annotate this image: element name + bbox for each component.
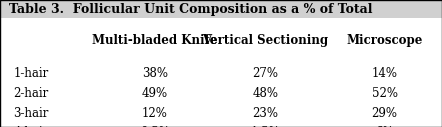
Text: 27%: 27% (252, 67, 278, 80)
Text: Table 3.  Follicular Unit Composition as a % of Total: Table 3. Follicular Unit Composition as … (9, 3, 372, 15)
Text: 52%: 52% (372, 87, 397, 100)
Text: 49%: 49% (141, 87, 168, 100)
Text: 0.5%: 0.5% (140, 126, 170, 127)
Text: 48%: 48% (252, 87, 278, 100)
Text: 6%: 6% (375, 126, 394, 127)
Text: 3-hair: 3-hair (13, 107, 49, 120)
Text: 38%: 38% (142, 67, 168, 80)
Text: Vertical Sectioning: Vertical Sectioning (202, 34, 328, 47)
Text: 29%: 29% (372, 107, 397, 120)
Text: Microscope: Microscope (347, 34, 423, 47)
Text: 12%: 12% (142, 107, 168, 120)
FancyBboxPatch shape (0, 0, 442, 18)
Text: 23%: 23% (252, 107, 278, 120)
Text: Multi-bladed Knife: Multi-bladed Knife (92, 34, 217, 47)
Text: 14%: 14% (372, 67, 397, 80)
Text: 1-hair: 1-hair (13, 67, 49, 80)
Text: 2-hair: 2-hair (13, 87, 49, 100)
Text: 4-hair: 4-hair (13, 126, 49, 127)
Text: 1.5%: 1.5% (250, 126, 280, 127)
